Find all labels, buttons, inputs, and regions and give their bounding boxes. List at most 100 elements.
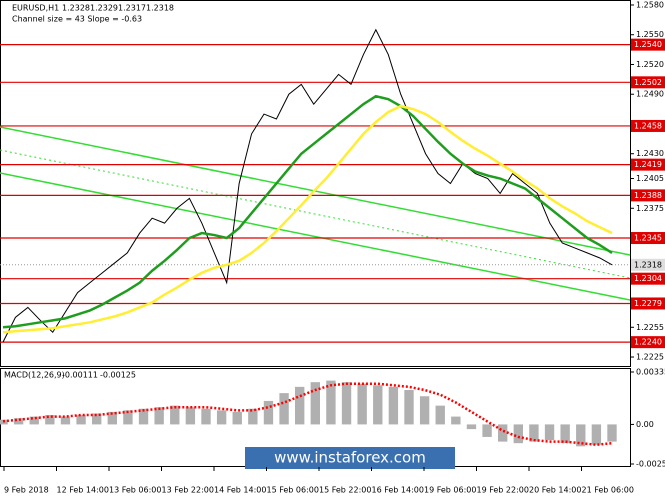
level-label: 1.2458 [634,121,662,130]
y-tick-label: 1.2430 [636,149,664,158]
macd-bar [419,396,430,425]
macd-bar [482,424,492,437]
ohlc-value: 1.2317 [118,4,146,13]
macd-bar [357,383,367,425]
macd-bar [388,386,399,425]
macd-bar [326,380,336,425]
macd-bar [591,424,602,445]
macd-bar [185,407,196,425]
x-tick-label: 15 Feb 22:00 [319,486,371,495]
macd-title: MACD(12,26,9) [4,371,65,380]
y-tick-label: 1.2225 [636,353,664,362]
y-tick-label: 1.2550 [636,30,664,39]
macd-bar [404,389,414,425]
macd-bar [170,405,180,425]
macd-bar [248,408,258,425]
macd-bar [138,408,149,425]
macd-bar [373,385,383,425]
macd-bar [529,424,539,442]
ohlc-value: 1.2328 [62,4,90,13]
current-tag [631,258,665,271]
macd-value: -0.00125 [100,371,136,380]
macd-bar [466,424,477,430]
macd-bar [154,407,164,425]
macd-bar [13,418,24,425]
level-tag [631,158,665,171]
macd-bar [216,410,227,425]
y-tick-label: 0.00 [636,420,654,429]
macd-bar [76,415,86,425]
x-tick-label: 21 Feb 06:00 [582,486,634,495]
macd-bar [107,411,117,425]
level-tag [631,297,665,310]
macd-bar [544,424,555,441]
macd-bar [513,424,523,444]
symbol: EURUSD,H1 [12,4,59,13]
level-tag [631,119,665,132]
macd-bar [295,386,305,425]
level-label: 1.2419 [634,160,662,169]
x-tick-label: 14 Feb 14:00 [214,486,266,495]
y-tick-label: 0.00335 [636,368,665,377]
macd-bar [310,382,320,425]
level-label: 1.2279 [634,299,662,308]
macd-bar [451,416,461,425]
y-tick-label: 1.2580 [636,0,664,9]
level-tag [631,336,665,349]
macd-bar [435,405,445,425]
x-tick-label: 9 Feb 2018 [4,486,49,495]
x-tick-label: 12 Feb 14:00 [57,486,109,495]
level-label: 1.2540 [634,40,662,49]
y-tick-label: 1.2255 [636,323,664,332]
x-tick-label: 15 Feb 06:00 [267,486,319,495]
series-line [2,28,613,343]
x-tick-label: 16 Feb 14:00 [372,486,424,495]
ohlc-value: 1.2329 [90,4,118,13]
y-tick-label: 1.2375 [636,204,664,213]
level-label: 1.2502 [634,78,662,87]
x-tick-label: 20 Feb 14:00 [529,486,581,495]
macd-bar [560,424,570,444]
watermark-bg [245,447,455,469]
series-line [2,104,613,334]
x-tick-label: 19 Feb 06:00 [424,486,476,495]
current-label: 1.2318 [634,260,662,269]
macd-bar [498,424,508,442]
price-frame [0,0,631,367]
watermark: www.instaforex.com [274,449,426,467]
y-tick-label: -0.00253 [636,460,665,469]
level-label: 1.2240 [634,338,662,347]
macd-bar [279,393,289,425]
macd-bar [607,424,617,442]
channel-mid [0,149,631,279]
level-tag [631,232,665,245]
macd-value: -0.00111 [62,371,98,380]
subtitle: Channel size = 43 Slope = -0.63 [12,15,142,24]
series-line [2,382,613,447]
level-label: 1.2304 [634,274,662,283]
level-tag [631,76,665,89]
macd-bar [29,416,39,425]
series-line [2,94,613,329]
x-tick-label: 19 Feb 22:00 [477,486,529,495]
y-tick-label: 1.2490 [636,90,664,99]
macd-bar [341,382,352,425]
macd-bar [232,411,242,425]
x-tick-label: 13 Feb 22:00 [162,486,214,495]
level-tag [631,272,665,285]
macd-bar [92,413,102,425]
y-tick-label: 1.2405 [636,174,664,183]
x-tick-label: 13 Feb 06:00 [109,486,161,495]
macd-bar [123,410,133,425]
level-tag [631,38,665,51]
macd-bar [576,424,586,447]
macd-bar [201,408,211,425]
level-label: 1.2345 [634,234,662,243]
level-label: 1.2388 [634,191,662,200]
ohlc-value: 1.2318 [146,4,174,13]
macd-bar [263,400,274,425]
level-tag [631,189,665,202]
macd-bar [60,416,71,425]
macd-bar [45,415,55,425]
